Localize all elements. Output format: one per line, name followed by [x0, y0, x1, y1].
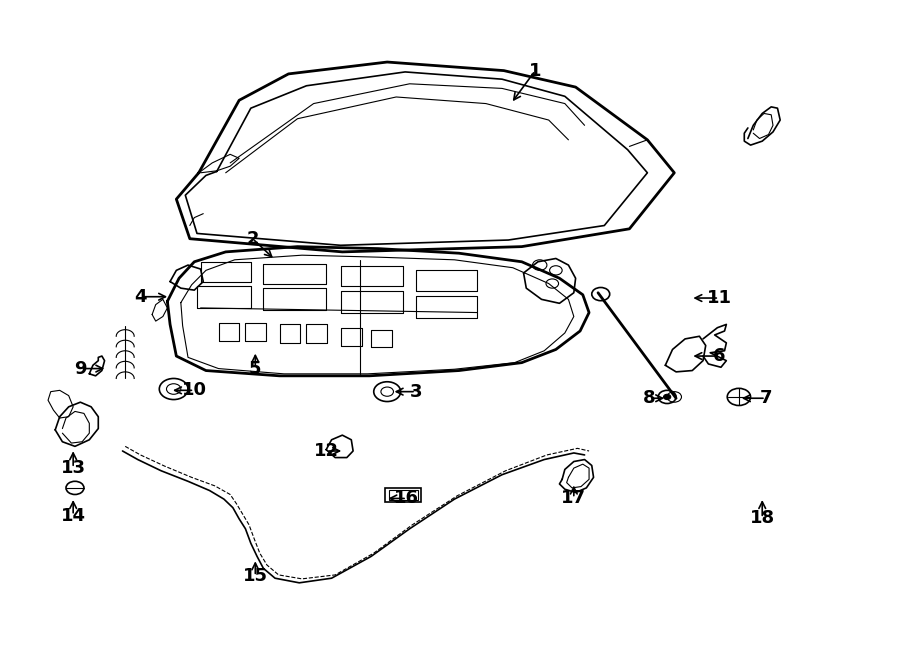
- Text: 16: 16: [394, 489, 419, 508]
- Bar: [385, 488, 421, 502]
- Text: 13: 13: [60, 459, 86, 477]
- Text: 7: 7: [760, 389, 772, 407]
- Text: 8: 8: [643, 389, 655, 407]
- Circle shape: [663, 395, 670, 400]
- Text: 11: 11: [706, 289, 732, 307]
- Text: 5: 5: [249, 359, 262, 377]
- Text: 1: 1: [529, 62, 542, 79]
- Text: 17: 17: [562, 489, 586, 508]
- Text: 6: 6: [713, 347, 725, 365]
- Bar: [389, 490, 418, 500]
- Text: 3: 3: [410, 383, 422, 401]
- Text: 15: 15: [243, 567, 268, 585]
- Text: 4: 4: [134, 288, 147, 306]
- Text: 12: 12: [314, 442, 338, 460]
- Text: 18: 18: [750, 509, 775, 527]
- Text: 10: 10: [182, 381, 207, 399]
- Text: 14: 14: [60, 506, 86, 524]
- Text: 9: 9: [74, 359, 86, 377]
- Text: 2: 2: [247, 230, 259, 248]
